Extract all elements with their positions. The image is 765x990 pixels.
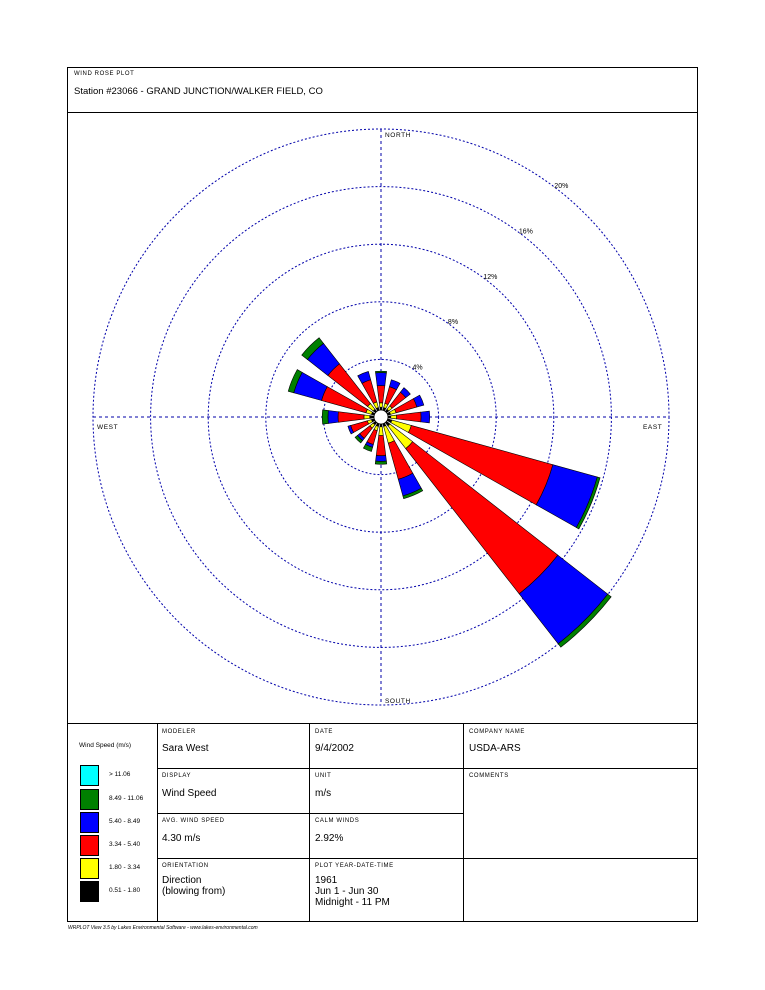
avg-speed-label: AVG. WIND SPEED bbox=[162, 818, 225, 824]
comments-label: COMMENTS bbox=[469, 773, 509, 779]
divider bbox=[157, 858, 698, 859]
orientation-note: (blowing from) bbox=[162, 886, 226, 897]
ring-label: 16% bbox=[519, 228, 533, 235]
unit-value: m/s bbox=[315, 788, 332, 799]
legend-label: 1.80 - 3.34 bbox=[109, 864, 141, 871]
petal-nw bbox=[301, 337, 324, 360]
date-label: DATE bbox=[315, 729, 333, 735]
south-label: SOUTH bbox=[385, 698, 411, 705]
petal-w bbox=[363, 414, 371, 420]
petal-wnw bbox=[287, 369, 303, 394]
legend-swatch bbox=[80, 881, 99, 902]
company-label: COMPANY NAME bbox=[469, 729, 525, 735]
station-title: Station #23066 - GRAND JUNCTION/WALKER F… bbox=[74, 86, 323, 97]
legend-swatch bbox=[80, 858, 99, 879]
east-label: EAST bbox=[643, 424, 662, 431]
legend-swatch bbox=[80, 789, 99, 810]
divider bbox=[463, 723, 464, 922]
petal-n bbox=[378, 402, 384, 408]
petal-ne bbox=[399, 387, 411, 399]
legend-label: 0.51 - 1.80 bbox=[109, 887, 141, 894]
calm-winds-value: 2.92% bbox=[315, 833, 344, 844]
petal-ese bbox=[575, 476, 601, 530]
petal-e bbox=[396, 411, 422, 423]
ring-label: 20% bbox=[554, 183, 568, 190]
petal-s bbox=[375, 435, 387, 456]
petal-s bbox=[375, 455, 387, 462]
divider bbox=[157, 723, 158, 922]
petal-e bbox=[390, 414, 397, 420]
legend-label: 5.40 - 8.49 bbox=[109, 818, 141, 825]
ring-label: 12% bbox=[483, 274, 497, 281]
date-value: 9/4/2002 bbox=[315, 743, 354, 754]
display-label: DISPLAY bbox=[162, 773, 192, 779]
legend-label: 3.34 - 5.40 bbox=[109, 841, 141, 848]
petal-se bbox=[557, 593, 612, 648]
modeler-value: Sara West bbox=[162, 743, 209, 754]
petal-e bbox=[420, 410, 431, 424]
avg-speed-value: 4.30 m/s bbox=[162, 833, 201, 844]
display-value: Wind Speed bbox=[162, 788, 217, 799]
calm-circle bbox=[373, 409, 389, 425]
petal-ene bbox=[413, 394, 425, 408]
petal-s bbox=[374, 460, 388, 465]
legend-swatch bbox=[80, 812, 99, 833]
plot-type-label: WIND ROSE PLOT bbox=[74, 71, 135, 77]
petal-nne bbox=[389, 379, 401, 391]
petal-w bbox=[369, 415, 375, 419]
petal-s bbox=[378, 426, 384, 436]
plot-dates: Jun 1 - Jun 30 bbox=[315, 886, 379, 897]
plot-year: 1961 bbox=[315, 875, 338, 886]
legend-swatch bbox=[80, 765, 99, 786]
company-value: USDA-ARS bbox=[469, 743, 521, 754]
petal-n bbox=[375, 372, 387, 387]
unit-label: UNIT bbox=[315, 773, 332, 779]
legend-swatch bbox=[80, 835, 99, 856]
petal-ssw bbox=[362, 443, 373, 452]
petal-w bbox=[337, 411, 365, 423]
legend-label: > 11.06 bbox=[109, 771, 131, 778]
orientation-value: Direction bbox=[162, 875, 202, 886]
petal-w bbox=[321, 409, 329, 425]
divider bbox=[309, 723, 310, 922]
legend-title: Wind Speed (m/s) bbox=[79, 742, 132, 749]
legend-label: 8.49 - 11.06 bbox=[109, 795, 144, 802]
modeler-label: MODELER bbox=[162, 729, 196, 735]
wind-rose-chart: 4% 8% 12% 16% 20% NORTH SOUTH EAST WEST bbox=[92, 128, 670, 706]
plot-hours: Midnight - 11 PM bbox=[315, 897, 390, 908]
petal-n bbox=[376, 385, 386, 404]
plot-time-label: PLOT YEAR-DATE-TIME bbox=[315, 863, 394, 869]
ring-label: 8% bbox=[448, 319, 458, 326]
petal-n bbox=[375, 370, 387, 374]
petal-w bbox=[327, 410, 339, 424]
software-credit: WRPLOT View 3.5 by Lakes Environmental S… bbox=[68, 925, 258, 931]
petal-sw bbox=[354, 435, 363, 444]
divider bbox=[157, 813, 463, 814]
orientation-label: ORIENTATION bbox=[162, 863, 209, 869]
ring-label: 4% bbox=[412, 365, 422, 372]
divider bbox=[157, 768, 698, 769]
petal-sse bbox=[402, 487, 424, 500]
petal-wsw bbox=[347, 425, 355, 435]
west-label: WEST bbox=[97, 424, 118, 431]
info-table bbox=[67, 723, 698, 922]
north-label: NORTH bbox=[385, 132, 411, 139]
petal-nnw bbox=[357, 371, 372, 384]
calm-winds-label: CALM WINDS bbox=[315, 818, 360, 824]
